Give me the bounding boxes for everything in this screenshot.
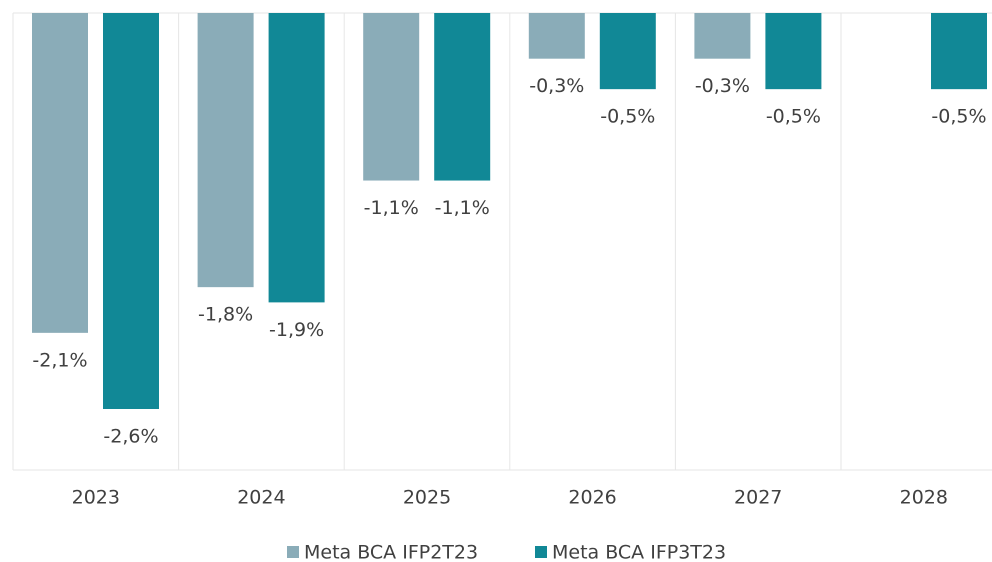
value-label: -0,5% — [931, 106, 986, 128]
value-label: -1,1% — [364, 197, 419, 219]
legend-label: Meta BCA IFP3T23 — [552, 542, 726, 562]
x-tick-label: 2027 — [734, 487, 782, 509]
bar — [32, 13, 88, 333]
bar — [931, 13, 987, 90]
value-label: -2,6% — [103, 426, 158, 448]
value-label: -1,9% — [269, 319, 324, 341]
x-tick-label: 2025 — [403, 487, 451, 509]
value-label: -0,3% — [695, 75, 750, 97]
x-tick-label: 2023 — [72, 487, 120, 509]
value-label: -0,3% — [529, 75, 584, 97]
value-label: -0,5% — [600, 106, 655, 128]
x-tick-label: 2026 — [568, 487, 616, 509]
bar — [197, 13, 254, 288]
x-tick-label: 2024 — [237, 487, 285, 509]
value-label: -0,5% — [766, 106, 821, 128]
value-label: -1,1% — [435, 197, 490, 219]
bar — [765, 13, 822, 90]
legend-label: Meta BCA IFP2T23 — [304, 542, 478, 562]
value-label: -1,8% — [198, 304, 253, 326]
bar — [434, 13, 491, 181]
bar — [103, 13, 159, 409]
bar — [363, 13, 420, 181]
bar — [599, 13, 656, 90]
bar — [268, 13, 325, 303]
value-label: -2,1% — [32, 349, 87, 371]
bar — [528, 13, 585, 59]
legend-swatch — [287, 546, 299, 558]
legend-swatch — [535, 546, 547, 558]
bar — [694, 13, 751, 59]
x-tick-label: 2028 — [900, 487, 948, 509]
